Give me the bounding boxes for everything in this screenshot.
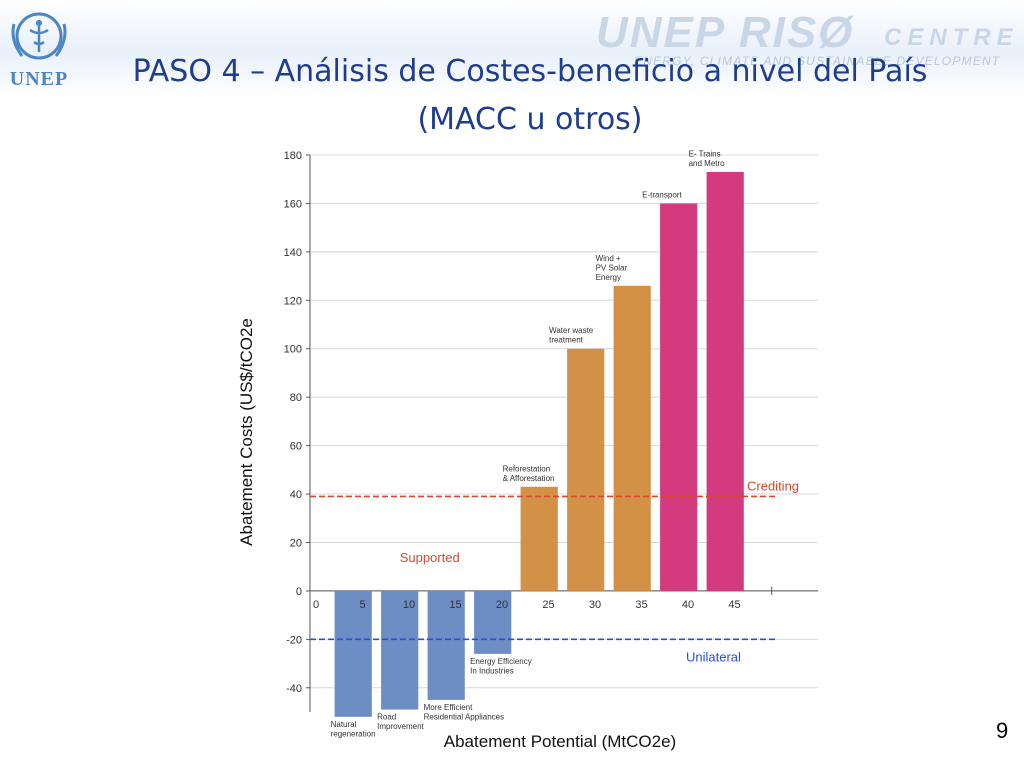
bar-label-6-line-2: Energy [596, 273, 621, 282]
brand-centre: CENTRE [884, 24, 1019, 51]
bar-5 [567, 348, 605, 591]
reference-label-1: Unilateral [686, 649, 741, 664]
bar-4 [520, 486, 558, 591]
bar-label-2-line-0: More Efficient [424, 703, 474, 712]
slide-title: PASO 4 – Análisis de Costes-beneficio a … [90, 48, 970, 144]
x-tick-label: 25 [542, 599, 554, 611]
bar-label-6-line-0: Wind + [596, 254, 621, 263]
y-tick-label: 120 [284, 295, 302, 307]
x-tick-label: 40 [682, 599, 694, 611]
bar-1 [381, 590, 419, 710]
y-tick-label: 140 [284, 247, 302, 259]
bar-0 [334, 590, 372, 717]
y-tick-label: 160 [284, 198, 302, 210]
bar-label-3-line-1: In Industries [470, 666, 514, 675]
y-tick-label: 180 [284, 150, 302, 162]
bar-label-6-line-1: PV Solar [596, 263, 628, 272]
bar-label-0-line-0: Natural [331, 720, 357, 729]
y-tick-label: -40 [286, 683, 302, 695]
bar-label-1-line-0: Road [377, 713, 396, 722]
y-axis-title: Abatement Costs (US$/tCO2e [237, 318, 256, 546]
logo-text: UNEP [9, 68, 69, 90]
x-tick-label: 35 [635, 599, 647, 611]
brand-tagline: ENERGY, CLIMATE AND SUSTAINABLE DEVELOPM… [634, 54, 1001, 68]
y-tick-label: 20 [290, 537, 302, 549]
bar-7 [660, 203, 698, 591]
title-line-2: (MACC u otros) [417, 102, 643, 137]
annotation-0: Supported [400, 550, 460, 565]
bar-label-8-line-0: E- Trains [689, 149, 721, 158]
bar-label-0-line-1: regeneration [331, 729, 376, 738]
bar-label-7-line-0: E-transport [642, 190, 682, 199]
unep-riso-brand: UNEP RISØ CENTRE ENERGY, CLIMATE AND SUS… [596, 8, 1016, 78]
x-tick-label: 30 [589, 599, 601, 611]
x-tick-label: 0 [313, 599, 319, 611]
bar-label-1-line-1: Improvement [377, 722, 424, 731]
y-tick-label: 40 [290, 489, 302, 501]
x-tick-label: 45 [728, 599, 740, 611]
x-axis-title: Abatement Potential (MtCO2e) [444, 732, 676, 751]
x-tick-label: 5 [359, 599, 365, 611]
bar-label-8-line-1: and Metro [689, 159, 726, 168]
x-tick-label: 10 [403, 599, 415, 611]
title-line-1: PASO 4 – Análisis de Costes-beneficio a … [132, 54, 928, 89]
laurel-globe-icon [11, 12, 67, 60]
bar-3 [474, 590, 512, 654]
y-tick-label: 80 [290, 392, 302, 404]
y-tick-label: 60 [290, 441, 302, 453]
bar-label-5-line-0: Water waste [549, 326, 594, 335]
bar-label-5-line-1: treatment [549, 336, 584, 345]
x-tick-label: 15 [449, 599, 461, 611]
bar-label-2-line-1: Residential Appliances [424, 712, 505, 721]
bar-2 [427, 590, 465, 700]
y-tick-label: -20 [286, 634, 302, 646]
brand-main: UNEP RISØ [596, 8, 855, 57]
y-tick-label: 100 [284, 344, 302, 356]
bar-8 [706, 171, 744, 591]
reference-label-0: Crediting [747, 478, 799, 493]
bar-6 [613, 285, 651, 591]
bar-label-3-line-0: Energy Efficiency [470, 657, 532, 666]
header-band [0, 0, 1024, 95]
bar-label-4-line-1: & Afforestation [503, 474, 555, 483]
x-tick-label: 20 [496, 599, 508, 611]
unep-logo: UNEP [4, 6, 74, 90]
y-tick-label: 0 [296, 586, 302, 598]
bar-label-4-line-0: Reforestation [503, 464, 551, 473]
page-number: 9 [996, 718, 1009, 743]
